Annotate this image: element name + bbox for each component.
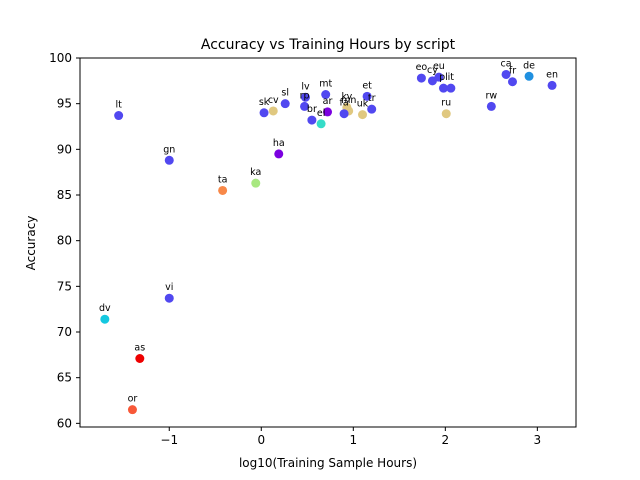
y-tick-label: 95	[57, 97, 72, 111]
point-label-ru: ru	[441, 98, 451, 109]
data-point-ru	[441, 109, 451, 119]
data-point-el	[316, 119, 326, 129]
point-label-or: or	[128, 394, 138, 405]
data-point-ta	[218, 185, 228, 195]
y-tick-label: 100	[49, 51, 72, 65]
point-label-el: el	[317, 108, 325, 119]
point-label-ky: ky	[341, 91, 352, 102]
y-tick-label: 70	[57, 325, 72, 339]
data-point-as	[135, 353, 145, 363]
y-tick-label: 85	[57, 188, 72, 202]
point-label-pl: pl	[439, 72, 448, 83]
data-point-ca	[501, 69, 511, 79]
point-label-vi: vi	[165, 282, 173, 293]
point-label-mt: mt	[319, 79, 332, 90]
x-axis: −1 0 1 2 3	[160, 427, 541, 447]
data-point-cv	[268, 106, 278, 116]
data-point-or	[127, 405, 137, 415]
data-point-ka	[251, 178, 261, 188]
data-point-eu	[434, 72, 444, 82]
data-point-sl	[280, 99, 290, 109]
data-point-en	[547, 80, 557, 90]
point-label-cy: cy	[427, 65, 438, 76]
x-tick-label: −1	[160, 433, 178, 447]
y-tick-label: 90	[57, 142, 72, 156]
data-point-it	[446, 83, 456, 93]
chart-title: Accuracy vs Training Hours by script	[201, 37, 456, 53]
data-point-lv	[300, 92, 310, 102]
point-label-fa: fa	[340, 98, 349, 109]
data-point-rp	[300, 101, 310, 111]
data-point-rw	[486, 101, 496, 111]
y-tick-label: 60	[57, 416, 72, 430]
point-label-uk: uk	[357, 99, 369, 110]
data-point-et	[362, 91, 372, 101]
data-point-de	[524, 71, 534, 81]
y-axis: 60 65 70 75 80 85 90 95 100	[49, 51, 80, 430]
data-point-lt	[114, 111, 124, 121]
data-point-pl	[438, 83, 448, 93]
data-point-ha	[274, 149, 284, 159]
point-label-en: en	[546, 69, 558, 80]
plot-frame	[79, 57, 577, 428]
point-label-de: de	[523, 60, 535, 71]
point-label-sk: sk	[259, 97, 270, 108]
point-label-fr: fr	[509, 66, 516, 77]
point-label-ta: ta	[218, 174, 228, 185]
point-label-eo: eo	[416, 62, 428, 73]
point-label-cv: cv	[268, 95, 279, 106]
point-label-dv: dv	[99, 303, 111, 314]
point-label-sl: sl	[281, 88, 289, 99]
data-point-dv	[100, 314, 110, 324]
data-point-fr	[508, 77, 518, 87]
point-label-br: br	[307, 104, 317, 115]
x-axis-label: log10(Training Sample Hours)	[239, 456, 417, 470]
data-point-fa	[339, 109, 349, 119]
x-tick-label: 2	[442, 433, 450, 447]
point-label-ca: ca	[501, 58, 512, 69]
y-tick-label: 75	[57, 279, 72, 293]
point-label-rp: rp	[300, 90, 310, 101]
data-point-tr	[367, 104, 377, 114]
data-point-gn	[164, 155, 174, 165]
data-point-uk	[358, 110, 368, 120]
y-tick-label: 80	[57, 234, 72, 248]
data-point-vi	[164, 293, 174, 303]
point-label-lv: lv	[301, 81, 310, 92]
point-label-it: it	[448, 72, 455, 83]
point-label-ha: ha	[273, 138, 285, 149]
x-tick-label: 0	[257, 433, 265, 447]
point-label-eu: eu	[433, 61, 445, 72]
point-label-et: et	[362, 80, 372, 91]
data-point-ar	[323, 107, 333, 117]
point-label-rw: rw	[485, 90, 497, 101]
data-point-br	[307, 115, 317, 125]
point-label-tr: tr	[368, 93, 376, 104]
point-label-gn: gn	[163, 144, 175, 155]
point-label-ka: ka	[250, 167, 261, 178]
data-point-mt	[321, 90, 331, 100]
x-tick-label: 3	[534, 433, 542, 447]
data-point-sk	[259, 108, 269, 118]
point-label-as: as	[134, 342, 145, 353]
point-label-lt: lt	[115, 100, 122, 111]
point-label-mn: mn	[341, 95, 356, 106]
x-tick-label: 1	[349, 433, 357, 447]
data-point-eo	[416, 73, 426, 83]
y-tick-label: 65	[57, 371, 72, 385]
point-label-ar: ar	[323, 96, 333, 107]
y-axis-label: Accuracy	[24, 216, 38, 271]
